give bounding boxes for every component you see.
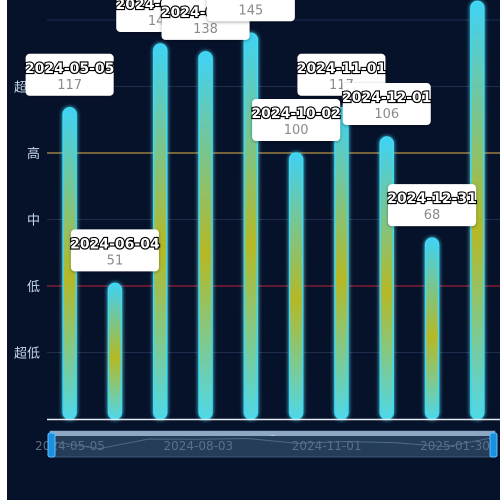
mark-lines: 低高 <box>47 152 500 287</box>
zoom-range-bar[interactable] <box>50 431 495 436</box>
tooltip-value: 145 <box>238 3 263 18</box>
chart-panel: 超低低中高超高 低高 2024-05-051172024-06-04512024… <box>7 0 500 500</box>
y-tick-label: 中 <box>27 214 40 229</box>
tooltip-box <box>252 99 341 141</box>
bars <box>62 0 485 420</box>
tooltip-date: 2024-11-01 <box>297 61 387 77</box>
value-tooltips: 2024-05-051172024-06-04512024-07-0414120… <box>24 0 478 272</box>
tooltip-date: 2024-10-02 <box>251 106 341 122</box>
tooltip-date: 2024-05-05 <box>25 61 115 77</box>
zoom-handle[interactable] <box>489 432 498 458</box>
tooltip-value: 106 <box>374 107 399 122</box>
y-tick-label: 超低 <box>14 347 40 362</box>
tooltip: 2024-09-02145 <box>205 0 297 22</box>
zoom-handle[interactable] <box>47 432 56 458</box>
y-axis: 超低低中高超高 <box>14 80 40 362</box>
bar <box>334 107 349 420</box>
bar <box>198 51 213 420</box>
tooltip-date: 2024-09-02 <box>206 0 296 2</box>
tooltip-value: 51 <box>107 253 124 268</box>
tooltip-value: 68 <box>424 208 441 223</box>
tooltip-value: 100 <box>284 123 309 138</box>
tooltip-value: 117 <box>57 78 82 93</box>
y-tick-label: 高 <box>27 146 40 162</box>
zoom-sparkline <box>49 436 496 450</box>
data-zoom-slider[interactable]: ... 2024-05-05 2024-08-03 2024-11-01 2025-01… <box>35 430 498 458</box>
y-tick-label: 低 <box>27 280 40 295</box>
tooltip-date: 2024-12-31 <box>387 191 477 207</box>
tooltip-box <box>25 53 114 96</box>
bar <box>424 237 440 420</box>
bar <box>107 282 123 420</box>
zoom-axis-label: 2024-11-01 <box>292 439 362 453</box>
zoom-axis-label: 2024-08-03 <box>163 439 233 453</box>
bar <box>379 136 394 420</box>
tooltip-box <box>206 0 295 22</box>
tooltip-box <box>70 229 159 272</box>
tooltip-value: 138 <box>193 22 218 37</box>
zoom-axis-label: 2025-01-30 <box>420 439 490 453</box>
bar <box>288 152 304 420</box>
tooltip-date: 2024-12-01 <box>342 90 432 106</box>
zoom-grip-icon: ... <box>270 431 276 438</box>
tooltip-date: 2024-06-04 <box>70 236 160 252</box>
bar-chart: 超低低中高超高 低高 2024-05-051172024-06-04512024… <box>14 0 500 458</box>
tooltip-box <box>342 83 431 126</box>
tooltip-box <box>388 184 477 227</box>
bar <box>243 32 259 420</box>
zoom-axis-label: 2024-05-05 <box>35 439 105 453</box>
